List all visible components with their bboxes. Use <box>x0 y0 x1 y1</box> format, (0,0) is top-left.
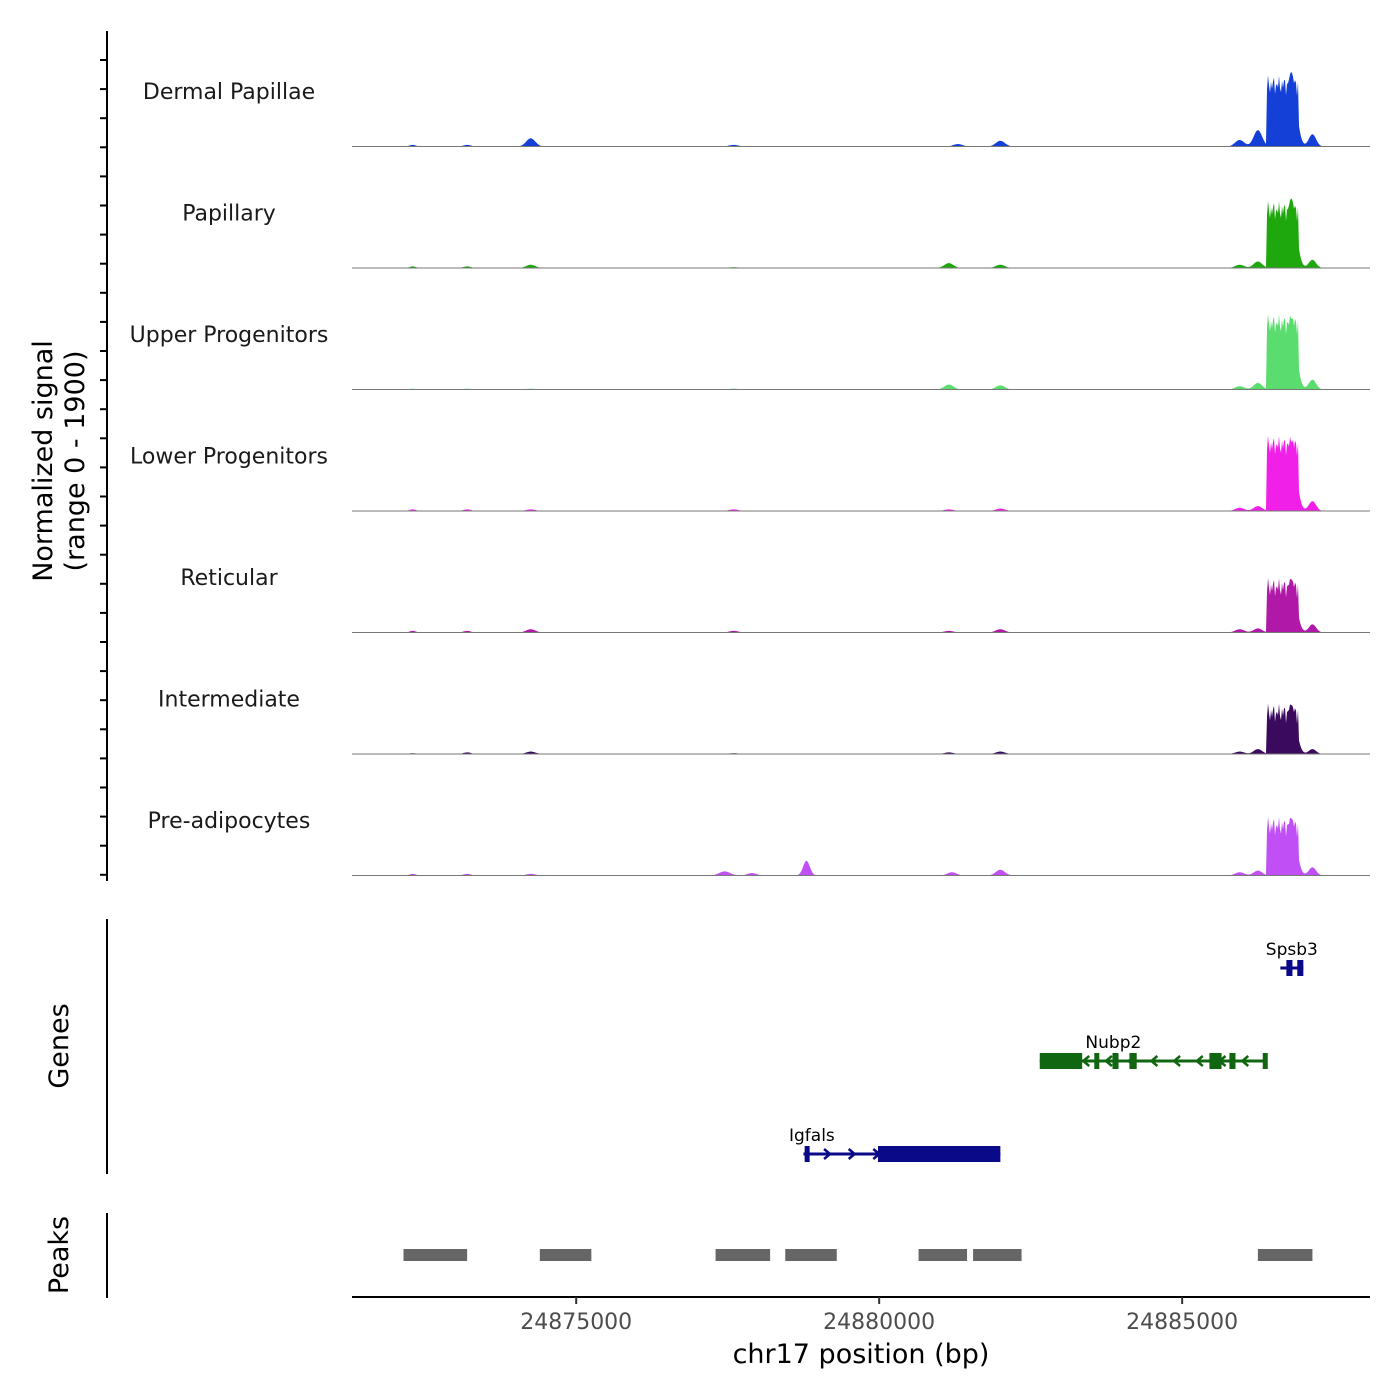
peak-region <box>715 1249 771 1261</box>
track-label: Upper Progenitors <box>130 323 329 348</box>
gene-exon <box>1112 1053 1119 1069</box>
gene-exon <box>1039 1053 1083 1069</box>
strand-arrow <box>1194 1055 1204 1067</box>
strand-arrow <box>1103 1055 1113 1067</box>
track-label: Dermal Papillae <box>143 80 315 105</box>
peak-region <box>785 1249 837 1261</box>
coverage-area <box>352 816 1370 876</box>
gene-label: Nubp2 <box>1085 1033 1141 1053</box>
gene-exon <box>1229 1053 1236 1069</box>
gene-exon <box>1262 1053 1268 1069</box>
coverage-area <box>352 435 1370 511</box>
track-label: Intermediate <box>158 688 300 713</box>
coverage-area <box>352 314 1370 390</box>
coverage-track: Papillary <box>182 198 1370 269</box>
strand-arrow <box>847 1148 857 1160</box>
coverage-area <box>352 198 1370 268</box>
gene-exon <box>804 1146 810 1162</box>
gene-model: Spsb3 <box>1266 940 1318 976</box>
x-axis-ticks: 24875000 24880000 24885000 <box>520 1297 1238 1335</box>
strand-arrow <box>1149 1055 1159 1067</box>
peaks-track-title: Peaks <box>44 1216 75 1294</box>
gene-model: Nubp2 <box>1039 1033 1268 1069</box>
gene-track: Spsb3 Nubp2 Igfals <box>789 940 1318 1162</box>
strand-arrow <box>1240 1055 1250 1067</box>
strand-arrow <box>1081 1055 1091 1067</box>
coverage-track: Pre-adipocytes <box>148 809 1370 876</box>
coverage-y-ticks <box>100 59 107 876</box>
coverage-track: Reticular <box>180 566 1370 633</box>
gene-exon <box>877 1146 1001 1162</box>
strand-arrow <box>823 1148 833 1160</box>
coverage-track: Lower Progenitors <box>130 435 1370 512</box>
track-label: Reticular <box>180 566 278 591</box>
gene-exon <box>1209 1053 1222 1069</box>
coverage-track: Intermediate <box>158 688 1370 755</box>
track-label: Pre-adipocytes <box>148 809 311 834</box>
coverage-track: Dermal Papillae <box>143 71 1370 147</box>
track-label: Lower Progenitors <box>130 445 328 470</box>
x-tick-label: 24875000 <box>520 1310 632 1335</box>
peak-region <box>403 1249 468 1261</box>
x-tick-label: 24880000 <box>823 1310 935 1335</box>
gene-exon <box>1094 1053 1100 1069</box>
gene-label: Igfals <box>789 1126 835 1146</box>
coverage-area <box>352 577 1370 633</box>
peak-track <box>403 1249 1313 1261</box>
x-axis-title: chr17 position (bp) <box>733 1339 990 1370</box>
coverage-tracks: Dermal Papillae Papillary Upper Progenitor… <box>130 71 1370 876</box>
gene-exon <box>1129 1053 1137 1069</box>
track-label: Papillary <box>182 202 276 227</box>
strand-arrow <box>1172 1055 1181 1067</box>
genes-track-title: Genes <box>44 1003 75 1088</box>
peak-region <box>1257 1249 1313 1261</box>
coverage-area <box>352 703 1370 754</box>
peak-region <box>539 1249 592 1261</box>
coverage-track: Upper Progenitors <box>130 314 1370 390</box>
gene-model: Igfals <box>789 1126 1001 1162</box>
peak-region <box>918 1249 968 1261</box>
y-axis-title-line1: Normalized signal <box>28 340 59 582</box>
x-tick-label: 24885000 <box>1126 1310 1238 1335</box>
gene-exon <box>1286 960 1293 976</box>
y-axis-title-line2: (range 0 - 1900) <box>60 351 91 572</box>
gene-label: Spsb3 <box>1266 940 1318 960</box>
peak-region <box>973 1249 1022 1261</box>
coverage-area <box>352 71 1370 147</box>
gene-exon <box>1297 960 1304 976</box>
